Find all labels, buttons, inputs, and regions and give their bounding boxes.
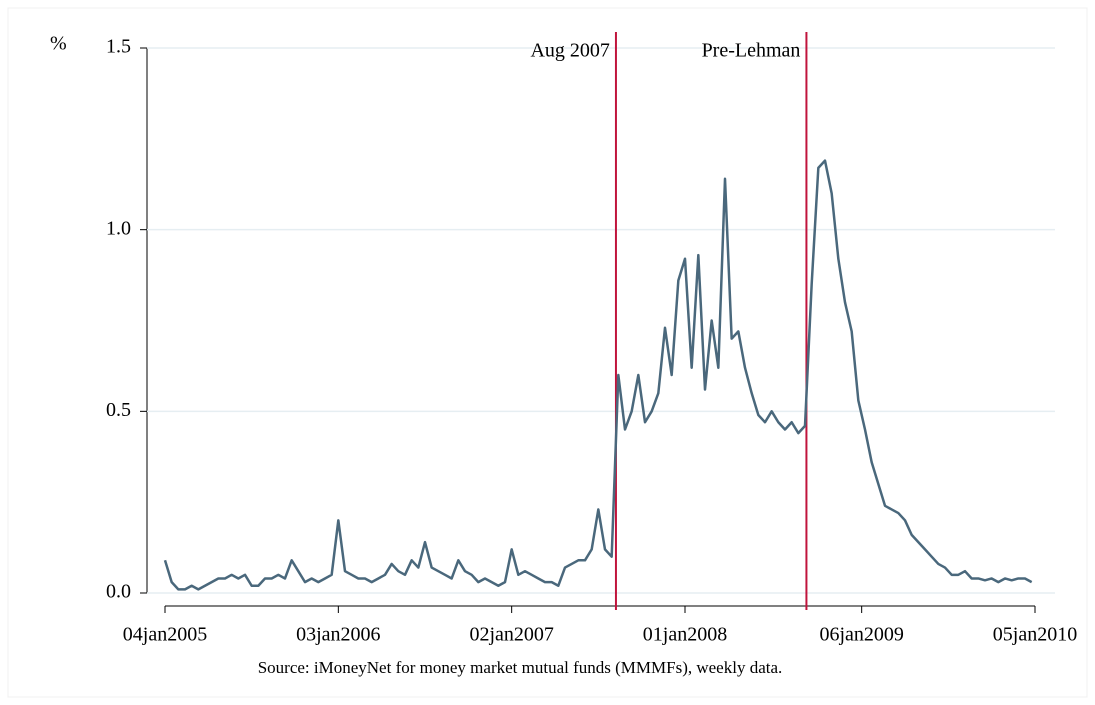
event-label: Aug 2007 — [530, 40, 609, 62]
y-tick-label: 1.5 — [106, 36, 131, 58]
x-tick-label: 04jan2005 — [123, 624, 207, 646]
y-tick-label: 1.0 — [106, 217, 131, 239]
x-tick-label: 02jan2007 — [469, 624, 553, 646]
source-note: Source: iMoneyNet for money market mutua… — [258, 658, 783, 677]
x-tick-label: 01jan2008 — [643, 624, 727, 646]
data-line — [163, 159, 1033, 591]
y-tick-label: 0.0 — [106, 581, 131, 603]
x-tick-label: 03jan2006 — [296, 624, 380, 646]
x-tick-label: 06jan2009 — [819, 624, 903, 646]
event-label: Pre-Lehman — [702, 40, 801, 62]
y-axis-label: % — [50, 33, 67, 55]
y-tick-label: 0.5 — [106, 399, 131, 421]
x-tick-label: 05jan2010 — [993, 624, 1077, 646]
